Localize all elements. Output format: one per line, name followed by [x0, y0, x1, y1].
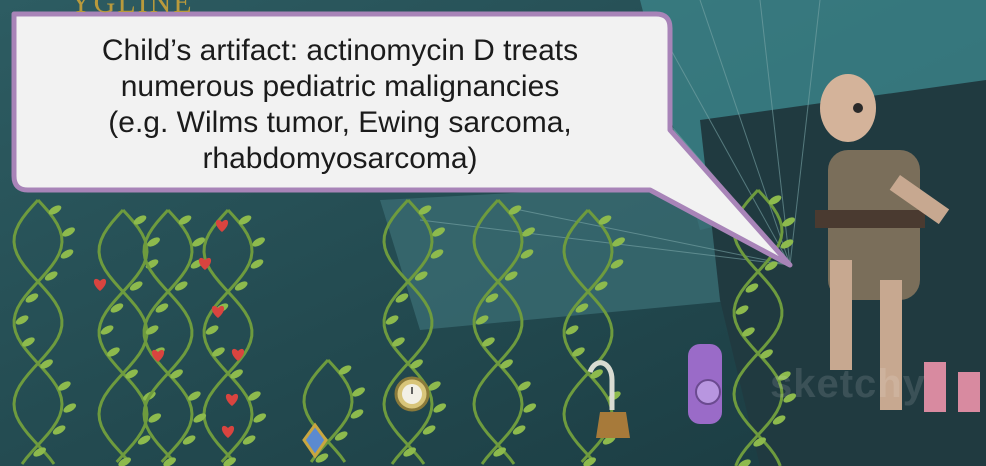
bubble-line: numerous pediatric malignancies	[120, 70, 560, 103]
wristband-icon	[688, 344, 722, 424]
corner-title-text: YGLINE	[70, 0, 194, 19]
hook-icon	[587, 360, 630, 438]
gem-icon	[302, 422, 328, 459]
child-figure	[815, 74, 980, 412]
watermark-text: sketchy	[770, 362, 926, 406]
bubble-line: (e.g. Wilms tumor, Ewing sarcoma,	[108, 106, 572, 139]
speech-bubble-text: Child’s artifact: actinomycin D treats n…	[14, 20, 666, 190]
bubble-line: rhabdomyosarcoma)	[202, 142, 478, 175]
speech-bubble	[11, 11, 793, 268]
dna-vines	[12, 188, 797, 466]
bubble-line: Child’s artifact: actinomycin D treats	[101, 34, 579, 67]
rock-slab	[380, 180, 760, 330]
pocket-watch-icon	[394, 376, 430, 412]
